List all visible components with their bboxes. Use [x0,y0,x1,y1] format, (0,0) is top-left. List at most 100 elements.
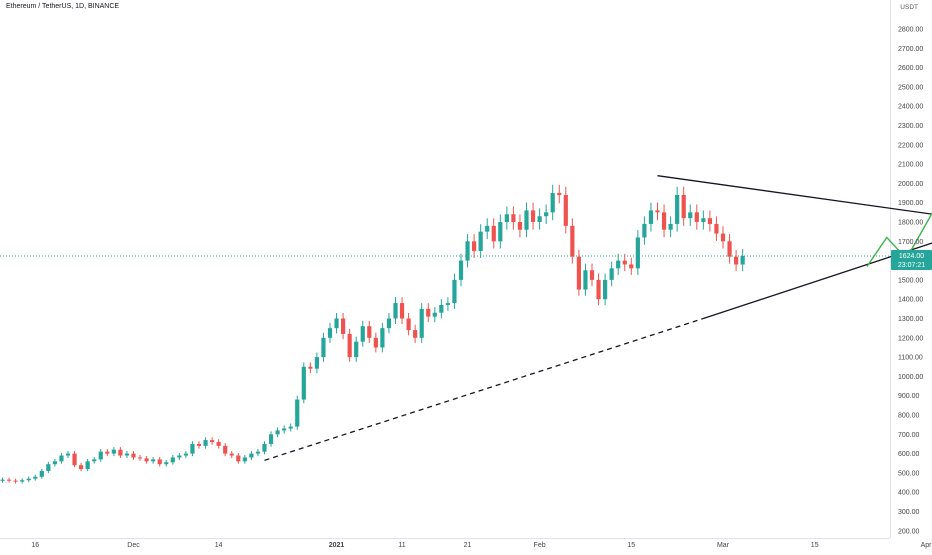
candle-body [217,442,221,446]
candle-body [348,334,352,357]
candle-body [688,212,692,218]
candle-body [295,400,299,427]
x-tick-label: Feb [534,542,546,549]
x-tick-label: Mar [717,542,730,549]
candle-body [243,457,247,461]
candle-body [256,452,260,454]
candle-body [236,456,240,462]
candle-body [446,303,450,305]
candle-body [27,479,31,481]
candle-body [459,261,463,280]
y-tick-label: 700.00 [898,432,920,439]
candle-body [596,280,600,299]
y-tick-label: 2400.00 [898,104,923,111]
candle-body [131,454,135,458]
candle-body [59,456,63,462]
candle-body [7,480,11,481]
candle-body [479,232,483,251]
candle-body [695,212,699,222]
candle-body [623,261,627,265]
candle-body [125,454,129,456]
candle-body [610,268,614,280]
candle-body [465,241,469,260]
candle-body [33,477,37,479]
candle-body [538,216,542,222]
candles-layer [0,185,744,484]
candle-body [498,222,502,241]
trendlines-layer [0,104,932,460]
y-tick-label: 2300.00 [898,123,923,130]
candle-body [308,367,312,369]
candle-body [92,459,96,461]
candle-body [223,446,227,454]
candle-body [105,452,109,454]
candle-body [184,454,188,456]
candle-body [407,319,411,331]
candle-body [511,214,515,222]
candle-body [616,261,620,269]
y-tick-label: 1700.00 [898,239,923,246]
candle-body [400,303,404,318]
candle-body [564,195,568,226]
y-tick-label: 400.00 [898,490,920,497]
candle-body [524,210,528,229]
x-tick-label: 2021 [329,542,345,549]
candle-body [0,480,4,481]
currency-label: USDT [900,4,918,11]
candle-body [230,454,234,456]
candle-body [151,459,155,461]
x-tick-label: Apr [921,542,932,549]
y-tick-label: 2500.00 [898,84,923,91]
y-tick-label: 2100.00 [898,162,923,169]
chart-title: Ethereum / TetherUS, 1D, BINANCE [6,3,119,10]
candle-body [701,218,705,222]
candle-body [669,224,673,230]
candle-body [682,195,686,218]
candle-body [276,430,280,434]
x-tick-label: 16 [31,542,39,549]
candle-body [99,452,103,460]
candle-body [675,195,679,224]
candle-body [72,454,76,466]
candle-body [164,462,168,464]
candle-body [721,234,725,242]
y-tick-label: 500.00 [898,470,920,477]
candle-body [374,338,378,348]
y-tick-label: 2700.00 [898,46,923,53]
candle-body [66,454,70,456]
candle-body [485,226,489,232]
candle-body [570,226,574,257]
candle-body [334,319,338,329]
candle-body [282,429,286,431]
candle-body [531,210,535,222]
candle-body [603,280,607,299]
candle-body [302,367,306,400]
x-tick-label: 15 [627,542,635,549]
y-tick-label: 600.00 [898,451,920,458]
candle-body [171,457,175,462]
candle-body [505,214,509,222]
candle-body [734,257,738,265]
candle-body [636,237,640,268]
candle-body [20,480,24,481]
candle-body [177,456,181,458]
candle-body [367,326,371,338]
y-tick-label: 900.00 [898,393,920,400]
candle-body [112,450,116,454]
candle-body [649,210,653,224]
candle-body [158,459,162,464]
y-tick-label: 2000.00 [898,181,923,188]
candle-body [518,222,522,230]
x-tick-label: 11 [398,542,405,549]
candle-body [354,342,358,357]
candle-body [708,218,712,224]
candle-body [249,454,253,458]
price-badge-countdown: 23:07:21 [898,262,925,269]
candle-body [138,457,142,458]
candle-body [86,461,90,469]
candle-body [262,444,266,452]
candle-body [53,461,57,464]
y-tick-label: 1200.00 [898,335,923,342]
